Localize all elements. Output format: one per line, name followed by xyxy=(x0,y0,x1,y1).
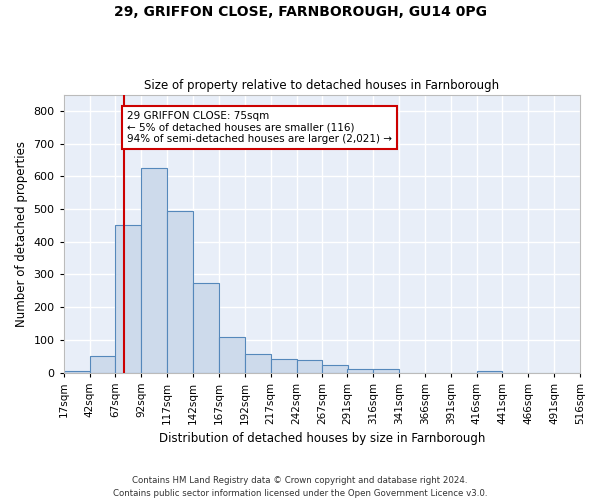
Bar xyxy=(193,282,219,372)
Bar xyxy=(89,356,115,372)
Bar xyxy=(142,168,167,372)
Bar xyxy=(373,368,399,372)
Bar xyxy=(476,371,502,372)
Text: 29 GRIFFON CLOSE: 75sqm
← 5% of detached houses are smaller (116)
94% of semi-de: 29 GRIFFON CLOSE: 75sqm ← 5% of detached… xyxy=(127,111,392,144)
Bar xyxy=(271,359,296,372)
Bar xyxy=(245,354,271,372)
Title: Size of property relative to detached houses in Farnborough: Size of property relative to detached ho… xyxy=(144,79,499,92)
Bar xyxy=(219,336,245,372)
X-axis label: Distribution of detached houses by size in Farnborough: Distribution of detached houses by size … xyxy=(158,432,485,445)
Bar xyxy=(167,210,193,372)
Text: 29, GRIFFON CLOSE, FARNBOROUGH, GU14 0PG: 29, GRIFFON CLOSE, FARNBOROUGH, GU14 0PG xyxy=(113,5,487,19)
Bar xyxy=(322,366,348,372)
Bar xyxy=(64,371,89,372)
Bar xyxy=(296,360,322,372)
Bar xyxy=(347,368,373,372)
Y-axis label: Number of detached properties: Number of detached properties xyxy=(15,140,28,326)
Text: Contains HM Land Registry data © Crown copyright and database right 2024.
Contai: Contains HM Land Registry data © Crown c… xyxy=(113,476,487,498)
Bar xyxy=(115,226,142,372)
